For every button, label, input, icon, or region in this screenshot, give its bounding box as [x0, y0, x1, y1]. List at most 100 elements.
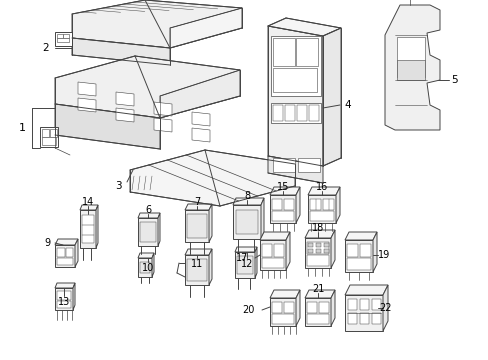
- Bar: [359, 299, 368, 310]
- Bar: [295, 38, 317, 66]
- Polygon shape: [267, 26, 323, 166]
- Bar: [50, 129, 57, 137]
- Bar: [359, 313, 368, 324]
- Text: 3: 3: [115, 181, 121, 191]
- Polygon shape: [269, 298, 295, 326]
- Polygon shape: [184, 249, 212, 255]
- Polygon shape: [305, 290, 334, 298]
- Bar: [306, 255, 328, 266]
- Bar: [346, 258, 370, 270]
- Bar: [140, 262, 150, 273]
- Text: 16: 16: [315, 182, 327, 192]
- Polygon shape: [330, 290, 334, 326]
- Text: 21: 21: [311, 284, 324, 294]
- Bar: [271, 314, 293, 324]
- Polygon shape: [235, 252, 254, 278]
- Bar: [40, 127, 58, 147]
- Bar: [57, 248, 65, 257]
- Polygon shape: [116, 108, 134, 122]
- Bar: [396, 60, 424, 80]
- Polygon shape: [130, 150, 294, 206]
- Polygon shape: [232, 205, 261, 239]
- Polygon shape: [170, 8, 242, 48]
- Bar: [55, 32, 72, 46]
- Polygon shape: [138, 218, 158, 246]
- Bar: [273, 244, 284, 257]
- Polygon shape: [138, 253, 154, 258]
- Polygon shape: [158, 213, 160, 246]
- Bar: [271, 199, 282, 210]
- Bar: [262, 244, 271, 257]
- Bar: [285, 105, 294, 121]
- Bar: [237, 256, 252, 274]
- Text: 15: 15: [276, 182, 288, 192]
- Polygon shape: [267, 156, 323, 183]
- Polygon shape: [208, 249, 212, 285]
- Polygon shape: [260, 232, 289, 240]
- Polygon shape: [345, 295, 382, 331]
- Polygon shape: [295, 290, 299, 326]
- Bar: [271, 211, 293, 221]
- Bar: [140, 222, 156, 242]
- Polygon shape: [184, 204, 212, 210]
- Bar: [307, 249, 312, 253]
- Text: 2: 2: [42, 43, 49, 53]
- Polygon shape: [116, 92, 134, 106]
- Bar: [57, 38, 69, 42]
- Text: 10: 10: [142, 263, 154, 273]
- Text: 8: 8: [244, 191, 249, 201]
- Bar: [63, 34, 69, 38]
- Polygon shape: [323, 28, 340, 166]
- Bar: [270, 103, 320, 123]
- Bar: [272, 105, 283, 121]
- Text: 1: 1: [19, 123, 25, 133]
- Bar: [306, 314, 328, 324]
- Bar: [284, 199, 293, 210]
- Text: 19: 19: [377, 250, 389, 260]
- Polygon shape: [73, 283, 75, 310]
- Polygon shape: [345, 232, 376, 240]
- Bar: [315, 243, 320, 247]
- Text: 13: 13: [58, 297, 70, 307]
- Polygon shape: [78, 98, 96, 112]
- Bar: [57, 34, 63, 38]
- Polygon shape: [307, 187, 339, 195]
- Bar: [284, 302, 293, 313]
- Bar: [323, 199, 333, 210]
- Polygon shape: [261, 198, 264, 239]
- Polygon shape: [330, 230, 334, 268]
- Polygon shape: [267, 18, 340, 36]
- Polygon shape: [80, 205, 98, 210]
- Polygon shape: [55, 288, 73, 310]
- Text: 18: 18: [311, 223, 324, 233]
- Bar: [296, 105, 306, 121]
- Bar: [318, 302, 328, 313]
- Polygon shape: [138, 213, 160, 218]
- Bar: [307, 243, 312, 247]
- Bar: [186, 214, 206, 238]
- Bar: [236, 210, 258, 234]
- Bar: [306, 242, 328, 254]
- Polygon shape: [345, 240, 372, 272]
- Bar: [359, 244, 370, 257]
- Polygon shape: [269, 290, 299, 298]
- Polygon shape: [254, 247, 257, 278]
- Bar: [346, 244, 357, 257]
- Polygon shape: [55, 245, 75, 267]
- Text: 22: 22: [379, 303, 391, 313]
- Polygon shape: [55, 283, 75, 288]
- Bar: [324, 243, 328, 247]
- Polygon shape: [269, 195, 295, 223]
- Bar: [57, 258, 73, 265]
- Polygon shape: [55, 239, 78, 245]
- Polygon shape: [208, 204, 212, 242]
- Bar: [347, 299, 356, 310]
- Polygon shape: [192, 112, 209, 126]
- Bar: [66, 248, 73, 257]
- Polygon shape: [305, 230, 334, 238]
- Polygon shape: [285, 232, 289, 270]
- Bar: [82, 215, 94, 243]
- Text: 20: 20: [242, 305, 254, 315]
- Text: 5: 5: [451, 75, 457, 85]
- Text: 17: 17: [235, 253, 247, 263]
